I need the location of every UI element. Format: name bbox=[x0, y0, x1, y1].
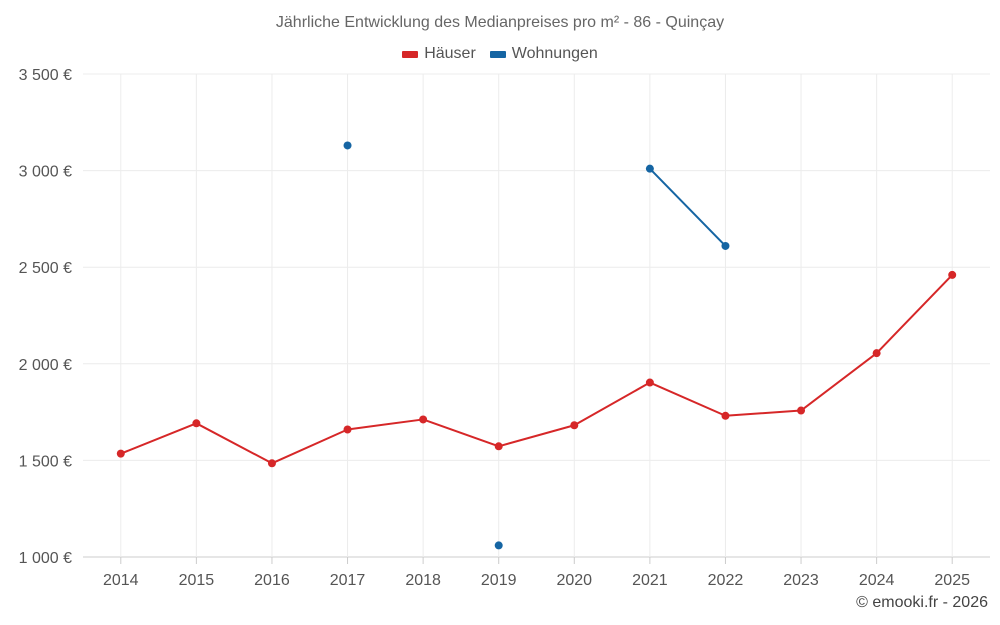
data-point-haeuser[interactable] bbox=[419, 415, 428, 424]
x-tick-label: 2017 bbox=[330, 572, 366, 589]
y-tick-label: 3 500 € bbox=[19, 67, 72, 84]
data-point-haeuser[interactable] bbox=[267, 459, 276, 468]
series-line-segment-haeuser bbox=[573, 381, 651, 427]
legend-label-haeuser: Häuser bbox=[424, 45, 476, 62]
series-line-segment-wohnungen bbox=[648, 167, 727, 247]
data-point-haeuser[interactable] bbox=[192, 419, 201, 428]
y-tick-label: 2 000 € bbox=[19, 357, 72, 374]
x-tick-label: 2020 bbox=[556, 572, 592, 589]
data-point-wohnungen[interactable] bbox=[721, 241, 730, 250]
y-tick-label: 3 000 € bbox=[19, 164, 72, 181]
y-tick-label: 2 500 € bbox=[19, 260, 72, 277]
series-line-segment-haeuser bbox=[800, 352, 878, 412]
x-tick-label: 2022 bbox=[708, 572, 744, 589]
data-point-haeuser[interactable] bbox=[570, 421, 579, 430]
series-haeuser bbox=[116, 270, 957, 468]
series-line-segment-haeuser bbox=[346, 418, 425, 431]
data-point-haeuser[interactable] bbox=[948, 270, 957, 279]
series-line-segment-haeuser bbox=[119, 422, 198, 455]
x-tick-label: 2024 bbox=[859, 572, 895, 589]
data-point-wohnungen[interactable] bbox=[645, 164, 654, 173]
series-line-segment-haeuser bbox=[648, 381, 727, 417]
y-tick-label: 1 000 € bbox=[19, 550, 72, 567]
copyright-watermark: © emooki.fr - 2026 bbox=[856, 594, 988, 611]
data-point-haeuser[interactable] bbox=[116, 449, 125, 458]
x-tick-label: 2025 bbox=[934, 572, 970, 589]
axes: 1 000 € 1 500 € 2 000 € 2 500 € 3 000 € 3 500… bbox=[19, 67, 970, 589]
legend: Häuser Wohnungen bbox=[0, 45, 1000, 63]
data-point-wohnungen[interactable] bbox=[343, 141, 352, 150]
y-tick-label: 1 500 € bbox=[19, 453, 72, 470]
data-point-haeuser[interactable] bbox=[872, 349, 881, 358]
data-point-haeuser[interactable] bbox=[645, 378, 654, 387]
data-point-haeuser[interactable] bbox=[343, 425, 352, 434]
series-line-segment-haeuser bbox=[875, 273, 954, 355]
series-line-segment-haeuser bbox=[270, 428, 349, 465]
legend-swatch-haeuser bbox=[402, 50, 419, 58]
x-tick-label: 2023 bbox=[783, 572, 819, 589]
data-point-haeuser[interactable] bbox=[797, 406, 806, 415]
grid bbox=[83, 73, 990, 558]
data-point-haeuser[interactable] bbox=[721, 411, 730, 420]
x-tick-label: 2014 bbox=[103, 572, 139, 589]
x-tick-label: 2019 bbox=[481, 572, 517, 589]
x-tick-label: 2015 bbox=[179, 572, 215, 589]
series-line-segment-haeuser bbox=[422, 418, 500, 448]
x-tick-label: 2018 bbox=[405, 572, 441, 589]
legend-swatch-wohnungen bbox=[489, 50, 506, 58]
legend-item-haeuser[interactable]: Häuser bbox=[402, 45, 476, 63]
legend-label-wohnungen: Wohnungen bbox=[511, 45, 598, 62]
series-line-segment-haeuser bbox=[497, 424, 576, 448]
data-point-wohnungen[interactable] bbox=[494, 541, 503, 550]
x-tick-label: 2021 bbox=[632, 572, 668, 589]
chart-title: Jährliche Entwicklung des Medianpreises … bbox=[275, 14, 725, 31]
x-tick-label: 2016 bbox=[254, 572, 290, 589]
legend-item-wohnungen[interactable]: Wohnungen bbox=[489, 45, 598, 63]
series-line-segment-haeuser bbox=[724, 409, 803, 417]
series-layer bbox=[116, 141, 957, 550]
series-line-segment-haeuser bbox=[195, 422, 273, 465]
series-wohnungen bbox=[343, 141, 730, 550]
data-point-haeuser[interactable] bbox=[494, 442, 503, 451]
